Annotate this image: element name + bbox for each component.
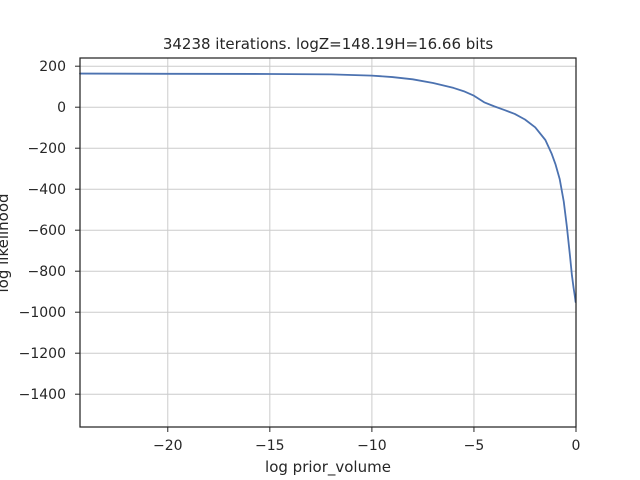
tick-labels: −20 −15 −10 −5 0 200 0 −200 −400 −600 −800 −1000 −12…: [19, 59, 581, 454]
y-tick-label: −800: [28, 264, 66, 280]
y-tick-label: −200: [28, 141, 66, 157]
grid-lines: [80, 58, 577, 427]
y-tick-label: 200: [39, 59, 66, 75]
x-tick-label: 0: [572, 438, 581, 454]
y-tick-label: −1400: [19, 387, 66, 403]
y-axis-label: log likelihood: [0, 193, 12, 292]
y-tick-label: −1200: [19, 346, 66, 362]
series-layer: [79, 72, 577, 303]
x-axis-label: log prior_volume: [265, 458, 391, 477]
x-tick-label: −20: [153, 438, 183, 454]
y-tick-label: 0: [57, 100, 66, 116]
y-tick-label: −1000: [19, 305, 66, 321]
series-line: [79, 72, 577, 303]
x-tick-label: −5: [464, 438, 485, 454]
plot-frame: [79, 57, 577, 428]
y-tick-label: −400: [28, 182, 66, 198]
x-tick-label: −15: [255, 438, 285, 454]
axes: [75, 57, 577, 432]
chart-title: 34238 iterations. logZ=148.19H=16.66 bit…: [163, 35, 494, 53]
y-tick-label: −600: [28, 223, 66, 239]
x-tick-label: −10: [357, 438, 387, 454]
